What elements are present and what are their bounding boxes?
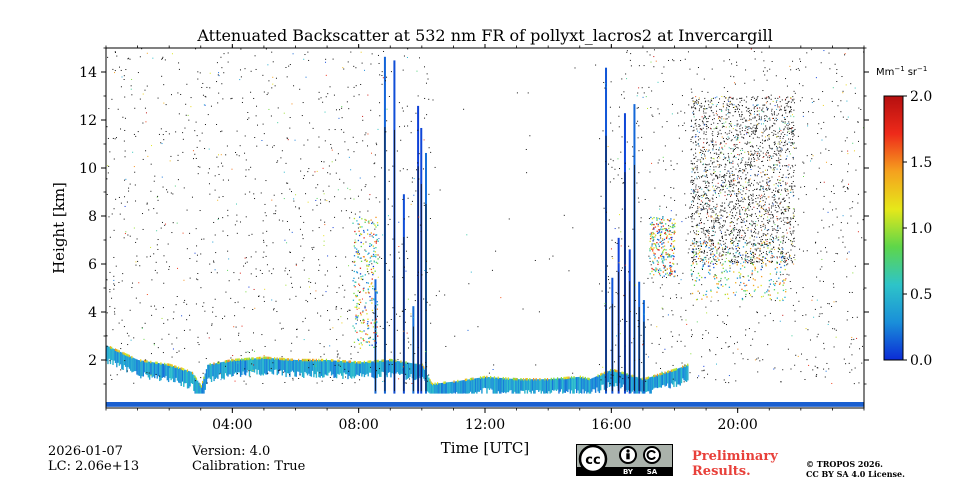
x-tick-label: 12:00 (465, 417, 505, 433)
precipitation-streaks (374, 56, 645, 394)
colorbar-tick-label: 0.0 (910, 353, 932, 369)
aerosol-layers (352, 216, 787, 349)
cc-circle-icon (578, 444, 608, 474)
colorbar-tick-label: 1.5 (910, 155, 932, 171)
x-tick-label: 20:00 (717, 417, 757, 433)
chart-title: Attenuated Backscatter at 532 nm FR of p… (196, 26, 772, 45)
colorbar-unit-base-1: Mm (876, 67, 894, 78)
colorbar-unit-exp-2: −1 (917, 65, 927, 73)
copyright-line-1: © TROPOS 2026. (806, 459, 883, 469)
x-axis-label: Time [UTC] (441, 439, 530, 457)
sa-share-alike-icon (643, 446, 661, 464)
colorbar-gradient (883, 95, 904, 361)
cc-letters: cc (585, 453, 600, 468)
surface-return-band (106, 402, 864, 407)
copyright-note: © TROPOS 2026. CC BY SA 4.0 License. (806, 459, 905, 479)
colorbar-unit-base-2: sr (908, 67, 918, 78)
colorbar-tick-label: 1.0 (910, 221, 932, 237)
badge-by-label: BY (623, 468, 634, 476)
colorbar-tick-label: 0.5 (910, 287, 932, 303)
footer-calibration: Calibration: True (192, 459, 306, 474)
colorbar-tick-label: 2.0 (910, 89, 932, 105)
footer-date: 2026-01-07 (48, 444, 123, 459)
preliminary-line-1: Preliminary (692, 449, 778, 464)
x-tick-label: 04:00 (212, 417, 252, 433)
y-tick-label: 4 (88, 305, 97, 321)
cc-by-sa-license-badge: cc BY SA (576, 444, 673, 476)
background-noise (106, 48, 864, 385)
y-tick-label: 6 (88, 257, 97, 273)
colorbar-unit-exp-1: −1 (894, 65, 904, 73)
y-axis-label: Height [km] (50, 182, 68, 274)
backscatter-heatmap (106, 48, 864, 407)
colorbar-unit: Mm−1 sr−1 (876, 65, 927, 78)
preliminary-results-note: Preliminary Results. (692, 449, 778, 479)
plot-area (106, 48, 864, 408)
y-tick-label: 12 (79, 113, 97, 129)
badge-sa-label: SA (647, 468, 658, 476)
colorbar: Mm−1 sr−1 0.00.51.01.52.0 (876, 65, 932, 369)
copyright-line-2: CC BY SA 4.0 License. (806, 469, 905, 479)
y-tick-label: 10 (79, 161, 97, 177)
preliminary-line-2: Results. (692, 464, 751, 479)
y-tick-label: 14 (79, 65, 97, 81)
y-tick-label: 2 (88, 353, 97, 369)
footer-lc: LC: 2.06e+13 (48, 459, 140, 474)
x-tick-label: 08:00 (338, 417, 378, 433)
footer-version: Version: 4.0 (192, 444, 271, 459)
x-tick-label: 16:00 (591, 417, 631, 433)
y-tick-label: 8 (88, 209, 97, 225)
